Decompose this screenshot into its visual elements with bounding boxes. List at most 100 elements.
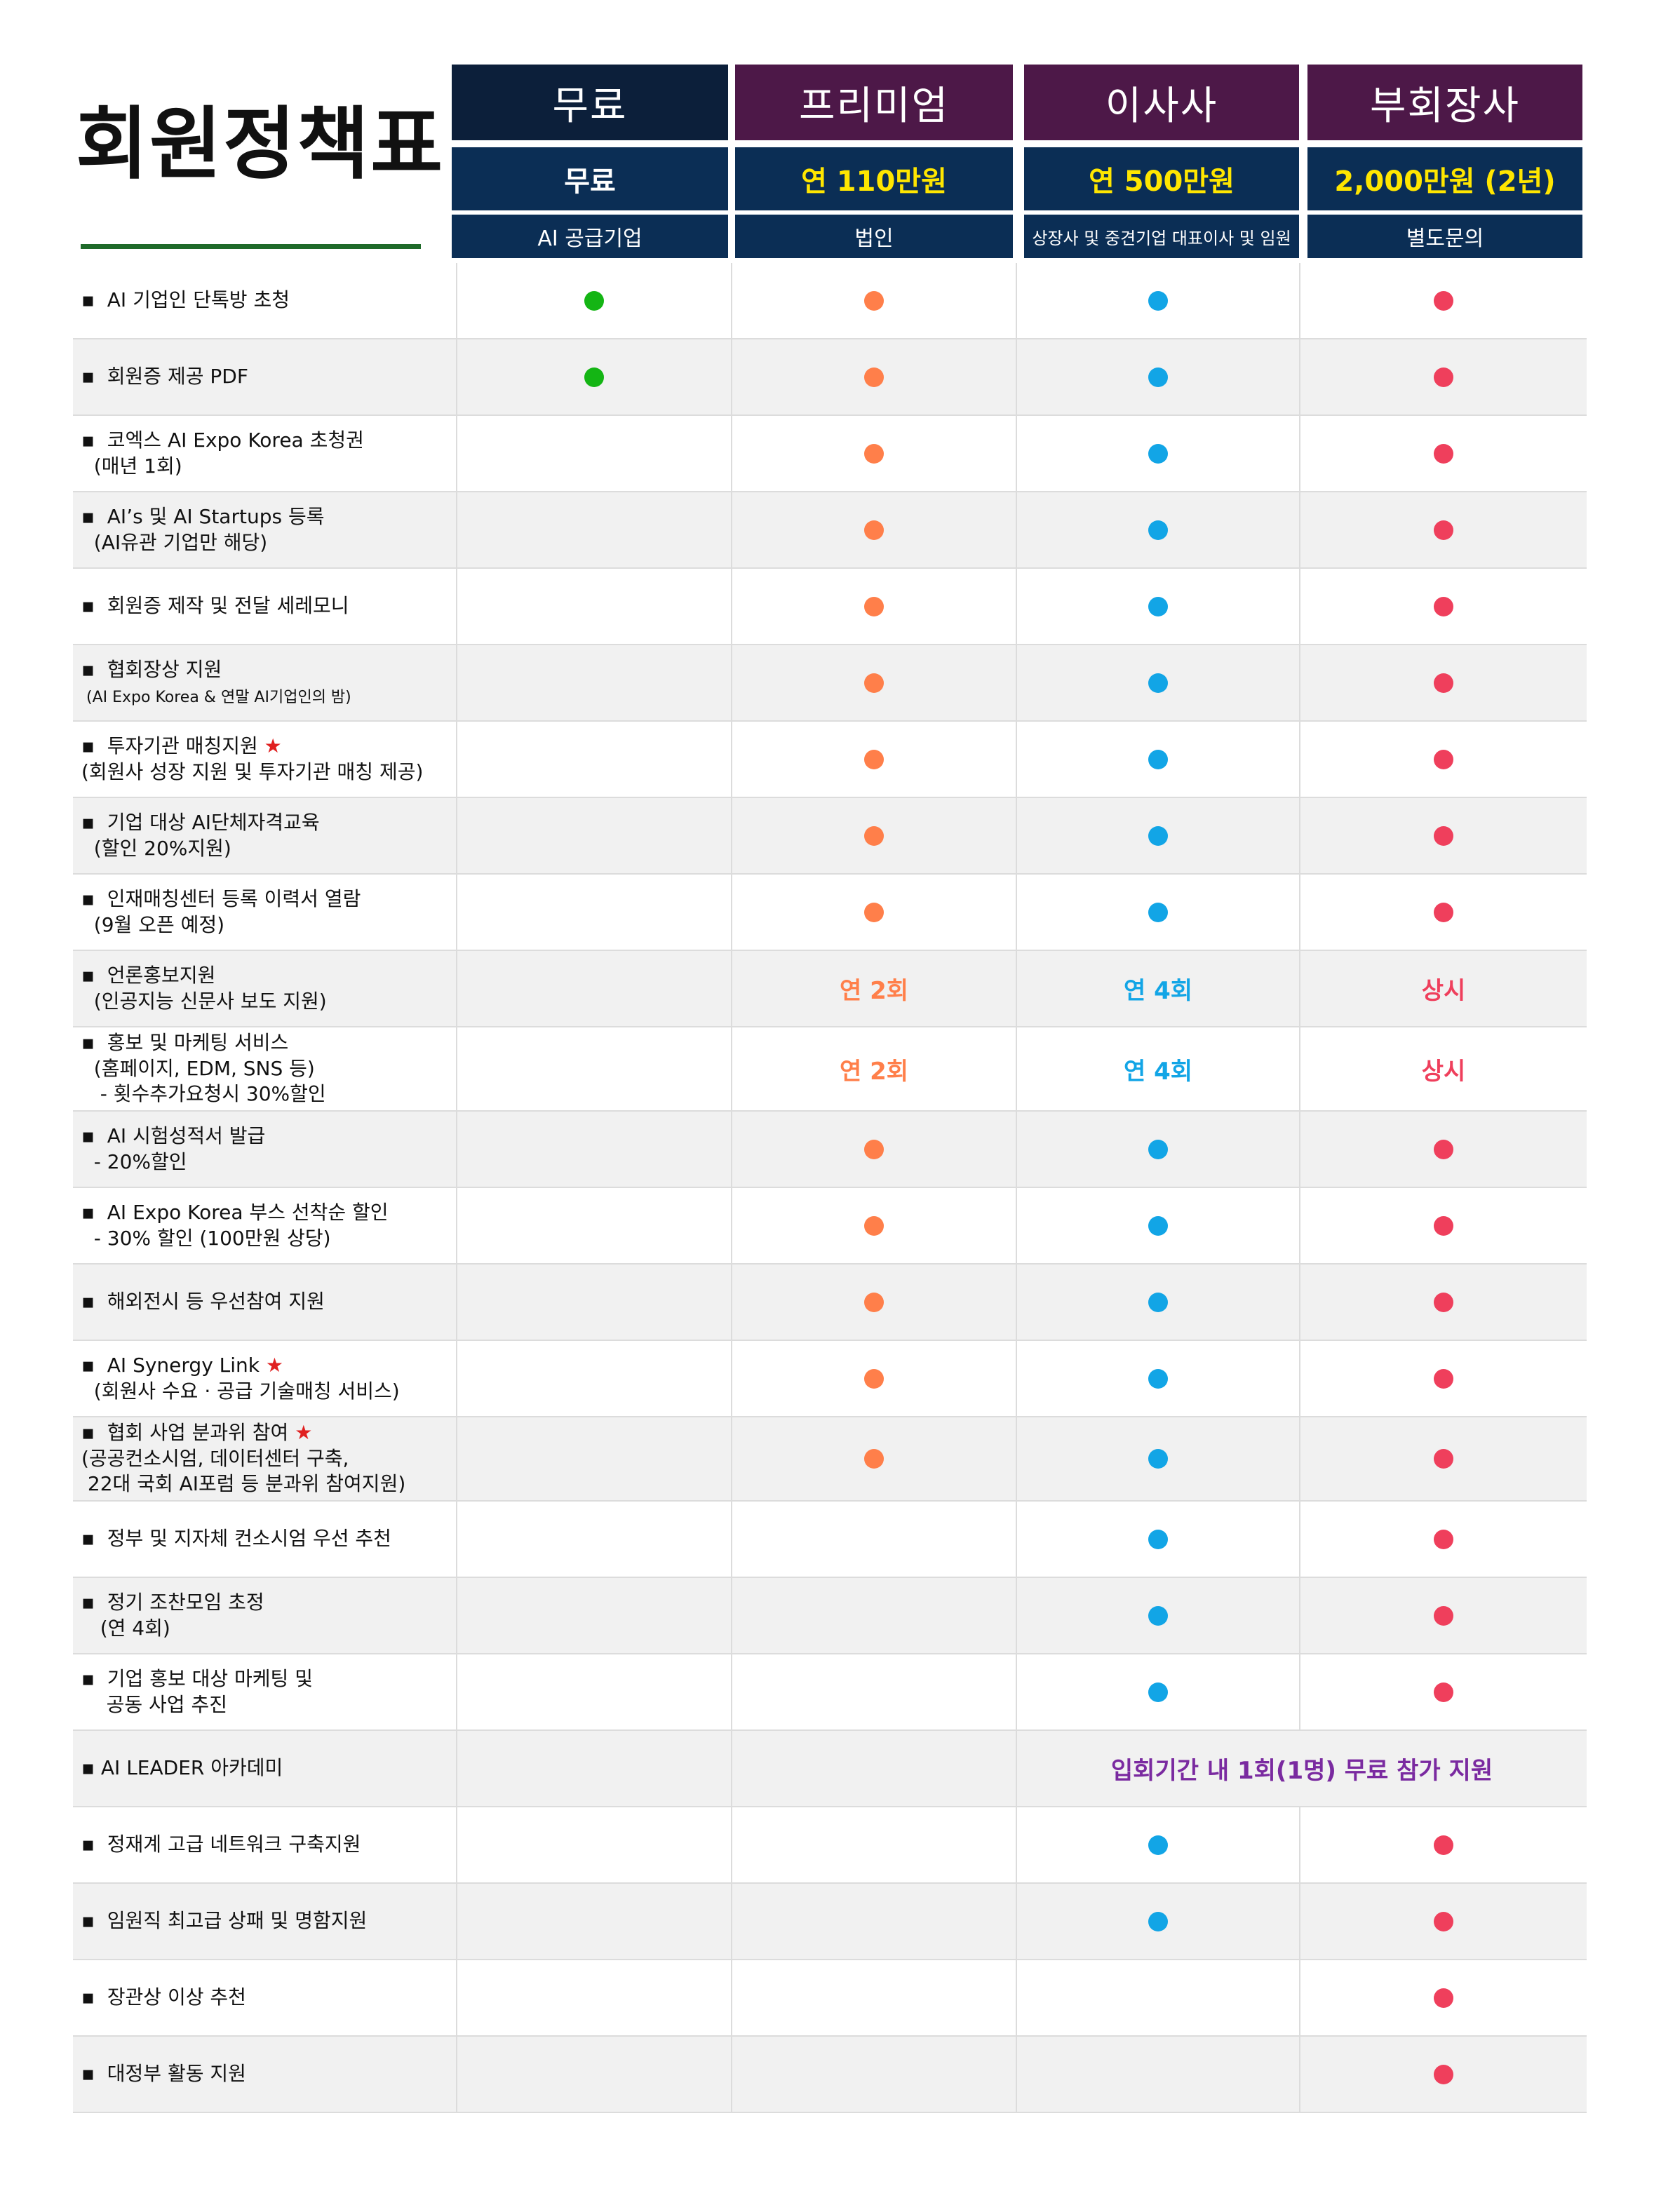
included-dot-icon: [864, 291, 884, 311]
included-dot-icon: [1434, 1988, 1453, 2008]
included-dot-icon: [1434, 1293, 1453, 1312]
cell-vicechair: [1299, 339, 1587, 414]
table-row: ▪ 해외전시 등 우선참여 지원: [73, 1265, 1587, 1341]
cell-vicechair: [1299, 1654, 1587, 1729]
cell-director: [1016, 416, 1299, 491]
row-label: ▪ 코엑스 AI Expo Korea 초청권 (매년 1회): [73, 416, 456, 491]
included-dot-icon: [1434, 444, 1453, 464]
cell-free: [456, 492, 731, 567]
tier-price-premium: 연 110만원: [735, 147, 1013, 210]
cell-free: [456, 1502, 731, 1577]
row-label: ▪ 대정부 활동 지원: [73, 2037, 456, 2112]
table-row: ▪ AI Expo Korea 부스 선착순 할인 - 30% 할인 (100만…: [73, 1188, 1587, 1265]
included-dot-icon: [864, 1216, 884, 1236]
cell-director: [1016, 875, 1299, 950]
cell-premium: [731, 2037, 1016, 2112]
row-label: ▪ AI 시험성적서 발급 - 20%할인: [73, 1112, 456, 1187]
table-row: ▪ 정부 및 지자체 컨소시엄 우선 추천: [73, 1502, 1587, 1578]
cell-director: [1016, 1502, 1299, 1577]
cell-premium: [731, 1960, 1016, 2035]
row-label: ▪ 인재매칭센터 등록 이력서 열람 (9월 오픈 예정): [73, 875, 456, 950]
included-dot-icon: [1434, 597, 1453, 616]
included-dot-icon: [1148, 1530, 1168, 1549]
table-row: ▪ 협회 사업 분과위 참여 ★ (공공컨소시엄, 데이터센터 구축, 22대 …: [73, 1417, 1587, 1502]
cell-premium: [731, 339, 1016, 414]
cell-vicechair: [1299, 416, 1587, 491]
cell-vicechair: 상시: [1299, 1027, 1587, 1110]
page-title: 회원정책표: [76, 105, 444, 184]
cell-vicechair: [1299, 1502, 1587, 1577]
cell-premium: [731, 1578, 1016, 1653]
cell-director: [1016, 1807, 1299, 1882]
included-dot-icon: [1434, 291, 1453, 311]
cell-director: [1016, 263, 1299, 338]
row-label: ▪ 정기 조찬모임 초정 (연 4회): [73, 1578, 456, 1653]
table-row: ▪ AI Synergy Link ★ (회원사 수요 · 공급 기술매칭 서비…: [73, 1341, 1587, 1417]
included-dot-icon: [1434, 2065, 1453, 2084]
empty-cell: [456, 1731, 731, 1806]
star-icon: ★: [264, 734, 282, 757]
cell-director: [1016, 1341, 1299, 1416]
cell-director: 연 4회: [1016, 951, 1299, 1026]
cell-vicechair: 상시: [1299, 951, 1587, 1026]
cell-premium: [731, 722, 1016, 797]
table-row: ▪ AI 시험성적서 발급 - 20%할인: [73, 1112, 1587, 1188]
cell-director: [1016, 645, 1299, 720]
cell-free: [456, 416, 731, 491]
included-dot-icon: [1434, 1449, 1453, 1469]
row-label: ▪ 정재계 고급 네트워크 구축지원: [73, 1807, 456, 1882]
included-dot-icon: [1148, 1912, 1168, 1931]
title-underline: [81, 244, 421, 249]
table-row: ▪ 투자기관 매칭지원 ★ (회원사 성장 지원 및 투자기관 매칭 제공): [73, 722, 1587, 798]
tier-name-vicechair: 부회장사: [1307, 65, 1582, 140]
cell-vicechair: [1299, 2037, 1587, 2112]
cell-free: [456, 645, 731, 720]
cell-premium: [731, 645, 1016, 720]
included-dot-icon: [1148, 1606, 1168, 1626]
included-dot-icon: [864, 367, 884, 387]
cell-director: [1016, 1188, 1299, 1263]
frequency-text: 연 4회: [1124, 1052, 1192, 1086]
cell-premium: [731, 1807, 1016, 1882]
table-row: ▪ AI 기업인 단톡방 초청: [73, 263, 1587, 339]
frequency-text: 상시: [1422, 1052, 1466, 1086]
row-label: ▪ 회원증 제공 PDF: [73, 339, 456, 414]
frequency-text: 연 2회: [840, 971, 908, 1006]
included-dot-icon: [864, 826, 884, 846]
table-row: ▪ 인재매칭센터 등록 이력서 열람 (9월 오픈 예정): [73, 875, 1587, 951]
table-row: ▪ 기업 홍보 대상 마케팅 및 공동 사업 추진: [73, 1654, 1587, 1731]
cell-vicechair: [1299, 492, 1587, 567]
cell-vicechair: [1299, 1578, 1587, 1653]
included-dot-icon: [1148, 520, 1168, 540]
table-row: ▪ 기업 대상 AI단체자격교육 (할인 20%지원): [73, 798, 1587, 875]
included-dot-icon: [1434, 903, 1453, 922]
tier-name-free: 무료: [452, 65, 728, 140]
table-row: ▪ 정기 조찬모임 초정 (연 4회): [73, 1578, 1587, 1654]
row-label: ▪ 해외전시 등 우선참여 지원: [73, 1265, 456, 1340]
included-dot-icon: [1148, 1682, 1168, 1702]
academy-benefit-text: 입회기간 내 1회(1명) 무료 참가 지원: [1016, 1731, 1587, 1806]
included-dot-icon: [1434, 673, 1453, 693]
included-dot-icon: [1148, 1293, 1168, 1312]
tier-name-premium: 프리미엄: [735, 65, 1013, 140]
frequency-text: 상시: [1422, 971, 1466, 1006]
tier-target-premium: 법인: [735, 215, 1013, 258]
cell-premium: [731, 1654, 1016, 1729]
cell-premium: [731, 1188, 1016, 1263]
cell-vicechair: [1299, 1807, 1587, 1882]
included-dot-icon: [864, 1449, 884, 1469]
included-dot-icon: [864, 1140, 884, 1159]
row-label: ▪ 협회 사업 분과위 참여 ★ (공공컨소시엄, 데이터센터 구축, 22대 …: [73, 1417, 456, 1500]
included-dot-icon: [1148, 1369, 1168, 1389]
cell-premium: [731, 1112, 1016, 1187]
cell-director: [1016, 339, 1299, 414]
frequency-text: 연 2회: [840, 1052, 908, 1086]
table-row: ▪ 장관상 이상 추천: [73, 1960, 1587, 2037]
cell-vicechair: [1299, 645, 1587, 720]
row-label: ▪ 기업 대상 AI단체자격교육 (할인 20%지원): [73, 798, 456, 873]
cell-free: [456, 1807, 731, 1882]
cell-vicechair: [1299, 1188, 1587, 1263]
cell-director: [1016, 569, 1299, 644]
included-dot-icon: [1434, 1216, 1453, 1236]
included-dot-icon: [864, 597, 884, 616]
